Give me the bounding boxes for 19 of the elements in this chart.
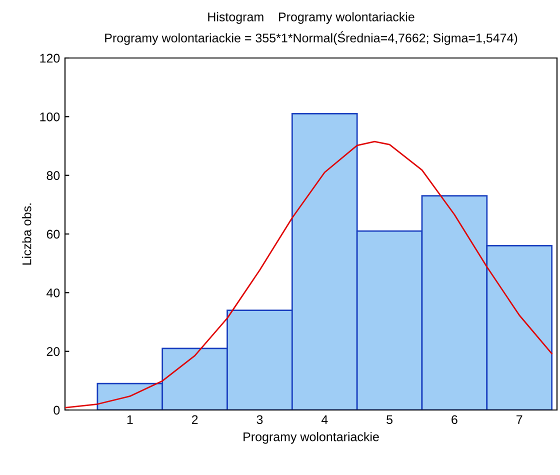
- y-tick-label: 60: [46, 230, 60, 239]
- x-tick-label: 1: [127, 415, 133, 424]
- chart-subtitle: Programy wolontariackie = 355*1*Normal(Średnia=4,7662; Sigma=1,5474): [105, 31, 518, 45]
- y-tick-label: 0: [54, 406, 60, 415]
- chart-title: Histogram Programy wolontariackie: [208, 12, 414, 24]
- x-tick-label: 7: [516, 415, 522, 424]
- x-tick-label: 3: [256, 415, 263, 424]
- x-axis-title: Programy wolontariackie: [244, 432, 379, 444]
- x-tick-label: 5: [386, 415, 392, 424]
- y-tick-label: 80: [46, 171, 60, 180]
- line-series: [65, 140, 552, 408]
- x-tick-label: 6: [452, 415, 458, 424]
- x-tick-label: 4: [321, 415, 328, 424]
- y-axis-title: Liczba obs.: [22, 204, 32, 265]
- y-tick-label: 120: [40, 54, 60, 63]
- y-tick-label: 40: [46, 288, 60, 298]
- y-tick-label: 20: [46, 347, 60, 356]
- y-tick-label: 100: [40, 112, 60, 122]
- x-tick-label: 2: [192, 415, 198, 424]
